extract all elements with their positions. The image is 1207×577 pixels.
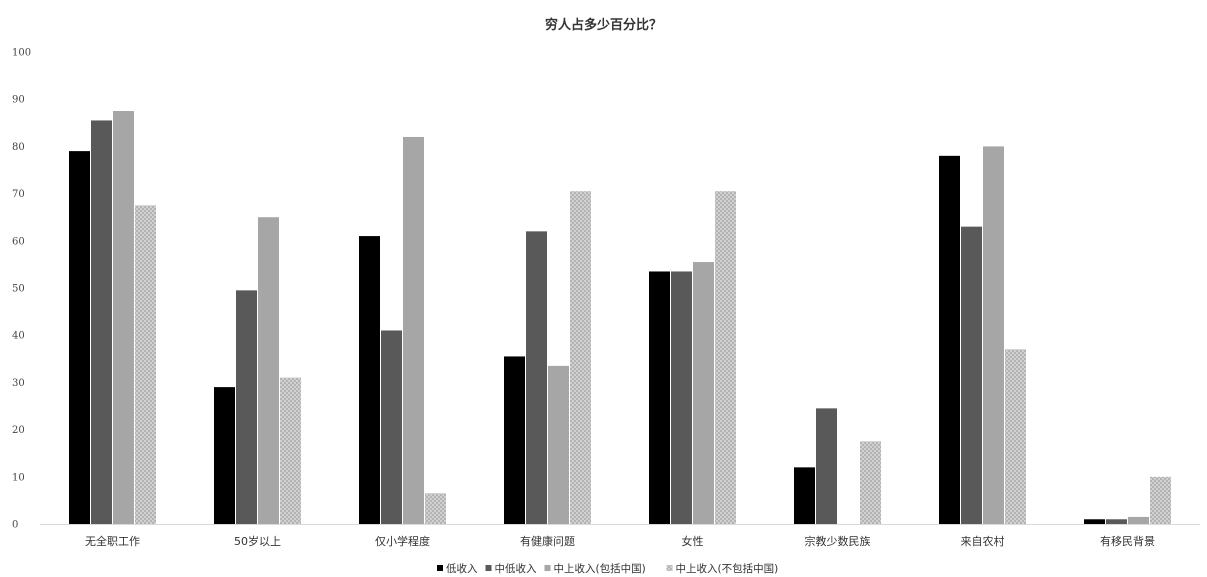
- bar: [425, 493, 446, 524]
- bars-group: [69, 111, 1171, 525]
- bar: [649, 271, 670, 524]
- bar: [135, 205, 156, 524]
- x-tick-label: 无全职工作: [85, 534, 140, 548]
- bar: [1106, 519, 1127, 524]
- bar: [381, 330, 402, 524]
- y-axis: 0 10 20 30 40 50 60 70 80 90 100: [12, 48, 31, 531]
- y-tick-label: 50: [12, 284, 25, 295]
- legend-swatch: [437, 565, 443, 571]
- y-tick-label: 40: [12, 331, 25, 342]
- x-tick-label: 来自农村: [961, 534, 1005, 548]
- x-tick-label: 有移民背景: [1100, 534, 1155, 548]
- legend-label: 中上收入(不包括中国): [676, 562, 779, 575]
- y-tick-label: 30: [12, 378, 25, 389]
- bar: [693, 262, 714, 524]
- bar: [1128, 516, 1149, 524]
- legend-label: 中低收入: [495, 562, 537, 575]
- bar: [214, 387, 235, 524]
- y-tick-label: 90: [12, 95, 25, 106]
- bar: [983, 146, 1004, 524]
- bar: [236, 290, 257, 524]
- bar: [113, 111, 134, 524]
- legend-swatch: [544, 565, 551, 571]
- bar: [258, 217, 279, 524]
- chart-title: 穷人占多少百分比？: [544, 18, 662, 33]
- x-axis: 无全职工作 50岁以上 仅小学程度 有健康问题 女性 宗教少数民族 来自农村 有移民背景: [85, 534, 1155, 548]
- bar: [1084, 519, 1105, 524]
- bar: [715, 191, 736, 525]
- bar: [816, 408, 837, 524]
- bar: [91, 120, 112, 524]
- y-tick-label: 70: [12, 189, 25, 200]
- legend-label: 低收入: [446, 562, 478, 575]
- legend-swatch: [485, 565, 492, 571]
- bar: [939, 155, 960, 524]
- bar: [671, 271, 692, 524]
- bar: [570, 191, 591, 525]
- legend-label: 中上收入(包括中国): [554, 562, 646, 575]
- bar: [504, 356, 525, 524]
- x-tick-label: 女性: [682, 534, 704, 548]
- legend-swatch: [666, 565, 673, 571]
- legend: 低收入 中低收入 中上收入(包括中国) 中上收入(不包括中国): [437, 562, 778, 575]
- y-tick-label: 60: [12, 236, 25, 247]
- y-tick-label: 20: [12, 425, 25, 436]
- bar: [359, 236, 380, 524]
- bar: [1005, 349, 1026, 524]
- y-tick-label: 80: [12, 142, 25, 153]
- bar: [860, 441, 881, 524]
- x-tick-label: 有健康问题: [520, 534, 575, 548]
- bar: [961, 226, 982, 524]
- bar: [794, 467, 815, 524]
- bar: [526, 231, 547, 525]
- y-tick-label: 100: [12, 48, 31, 59]
- x-tick-label: 仅小学程度: [375, 534, 430, 548]
- y-tick-label: 0: [12, 520, 18, 531]
- x-tick-label: 宗教少数民族: [805, 534, 871, 548]
- x-tick-label: 50岁以上: [234, 534, 281, 548]
- bar: [1150, 476, 1171, 524]
- bar: [69, 151, 90, 524]
- bar: [280, 377, 301, 524]
- y-tick-label: 10: [12, 472, 25, 483]
- bar: [403, 136, 424, 524]
- bar: [548, 365, 569, 524]
